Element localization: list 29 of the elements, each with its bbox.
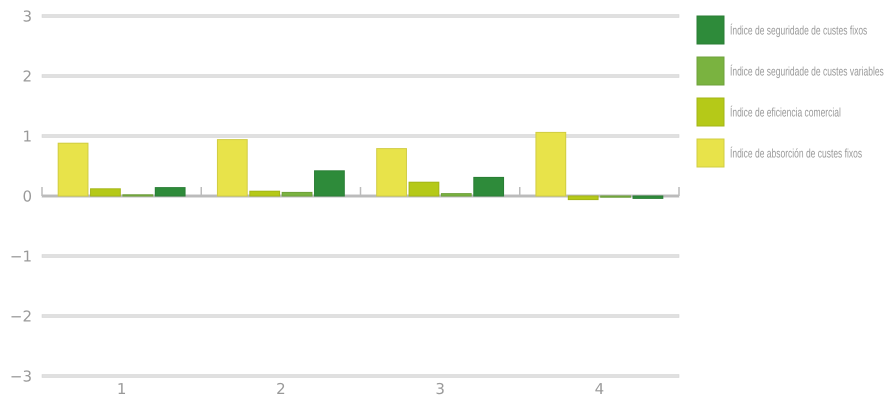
y-tick-label: 1 (22, 127, 32, 146)
bar (249, 190, 280, 196)
bar (473, 176, 504, 196)
bar (632, 196, 664, 199)
y-tick-label: −1 (10, 247, 32, 266)
x-tick-label: 3 (435, 380, 445, 398)
bar (216, 139, 248, 196)
bar (568, 196, 599, 200)
x-tick-label: 4 (594, 380, 604, 398)
y-tick-label: 0 (22, 187, 32, 206)
bar (282, 192, 312, 196)
bar (376, 148, 407, 196)
y-tick-label: 3 (22, 7, 32, 26)
y-tick-label: 2 (22, 67, 32, 86)
bar (408, 182, 440, 196)
x-tick-label: 1 (116, 380, 126, 398)
bar (90, 188, 121, 196)
legend-label: Índice de absorción de custes fixos (730, 146, 862, 161)
bar (154, 187, 186, 196)
y-tick-label: −2 (10, 307, 32, 326)
y-tick-label: −3 (10, 367, 32, 386)
bar (314, 170, 345, 196)
legend-label: Índice de seguridade de custes fixos (730, 22, 868, 38)
bar (58, 142, 88, 196)
legend-label: Índice de seguridade de custes variables (730, 64, 884, 79)
legend-label: Índice de eficiencia comercial (730, 104, 841, 120)
bar (535, 132, 566, 196)
x-tick-label: 2 (276, 380, 286, 398)
bar (440, 193, 472, 196)
